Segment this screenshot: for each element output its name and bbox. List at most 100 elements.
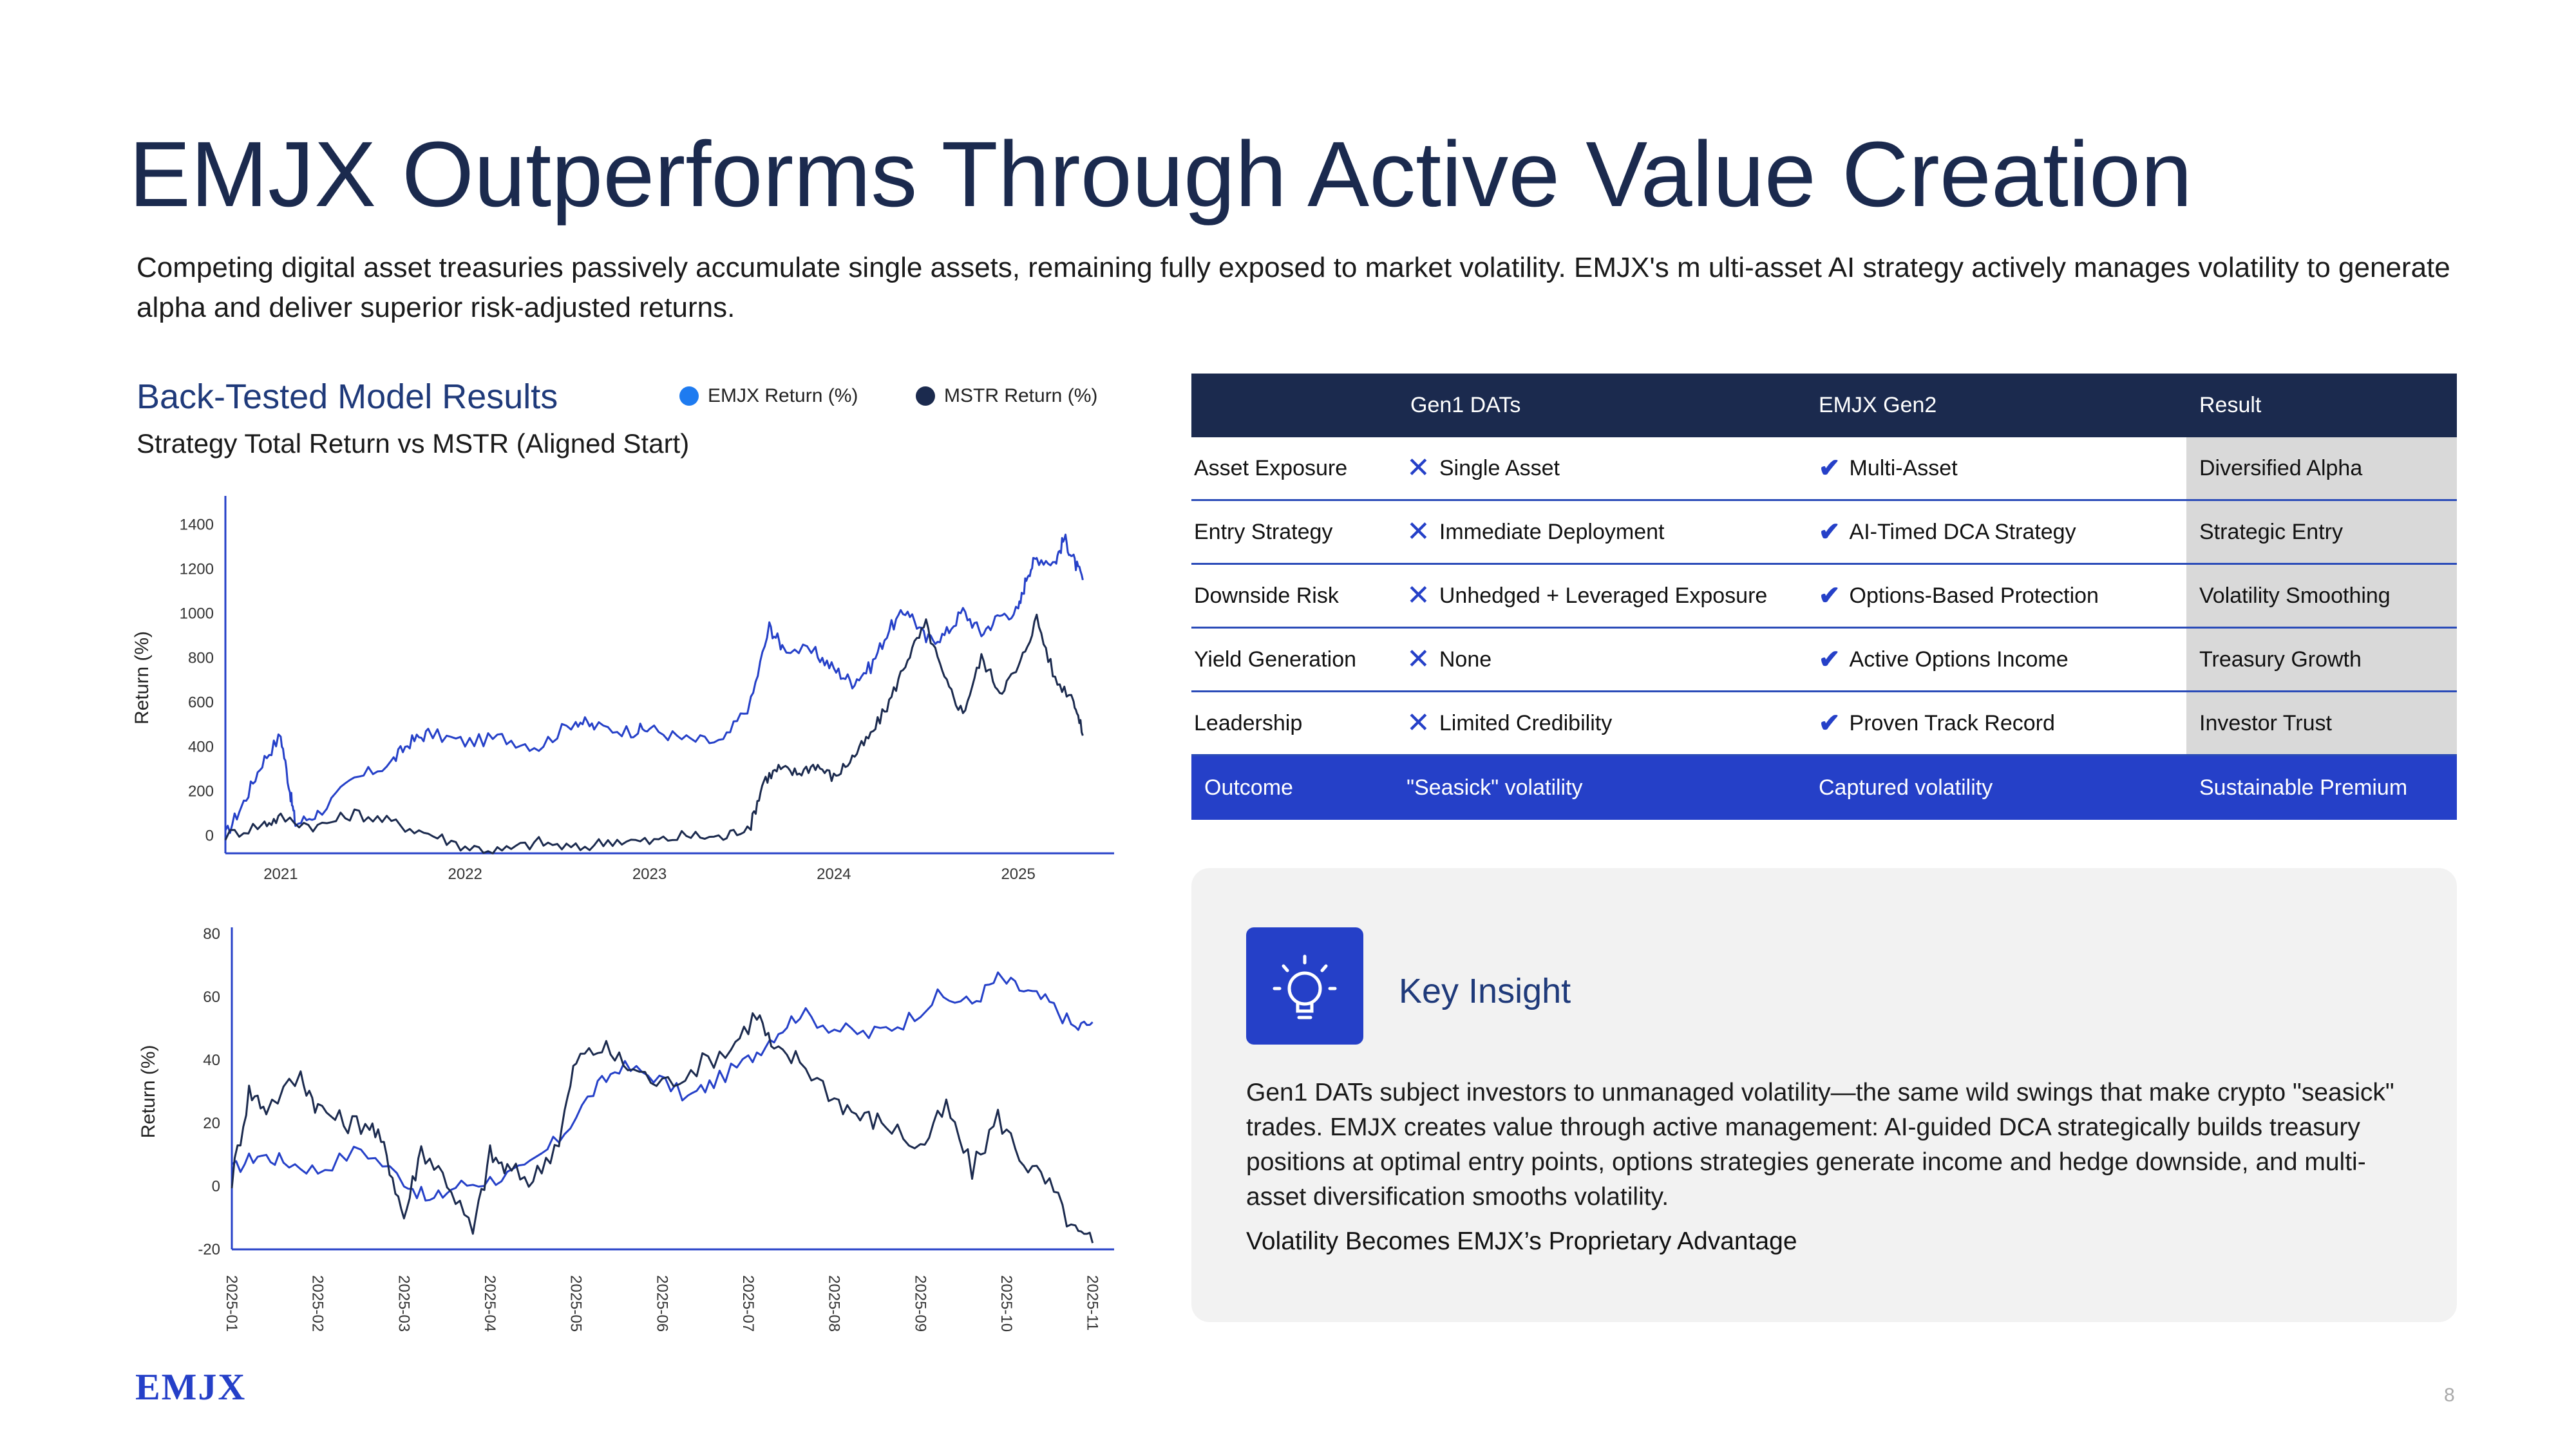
- legend-item-emjx: EMJX Return (%): [679, 385, 858, 407]
- y-tick-label: 1200: [180, 560, 214, 578]
- y-tick-label: 1400: [180, 516, 214, 533]
- y-tick-label: 400: [188, 738, 214, 755]
- x-tick-label: 2025-11: [1084, 1275, 1101, 1331]
- row-gen2-text: Active Options Income: [1849, 647, 2069, 672]
- cross-icon: ✕: [1406, 643, 1430, 675]
- legend-swatch-emjx: [679, 386, 699, 406]
- row-gen1: ✕ Limited Credibility: [1404, 692, 1816, 754]
- series-line-mstr: [231, 1012, 1094, 1244]
- row-gen2: ✔ Multi-Asset: [1816, 437, 2186, 499]
- y-tick-label: 800: [188, 649, 214, 667]
- row-gen2-text: Proven Track Record: [1849, 710, 2055, 735]
- main-return-chart: 0 200 400 600 800 1000 1200 1400 2021 2022 2023 202…: [131, 496, 1114, 883]
- x-tick-label: 2025-06: [653, 1275, 670, 1332]
- y-tick-label: -20: [198, 1241, 220, 1258]
- table-row: Downside Risk ✕ Unhedged + Leveraged Expos…: [1191, 565, 2457, 629]
- row-gen1-text: Single Asset: [1439, 455, 1560, 480]
- series-line-emjx: [224, 533, 1084, 834]
- legend-label-mstr: MSTR Return (%): [944, 385, 1098, 406]
- cross-icon: ✕: [1406, 452, 1430, 484]
- row-gen1-text: Unhedged + Leveraged Exposure: [1439, 583, 1768, 608]
- lightbulb-icon: [1246, 927, 1363, 1045]
- table-row: Yield Generation ✕ None ✔ Active Options Inc…: [1191, 629, 2457, 692]
- key-insight-panel: [1191, 868, 2457, 1322]
- row-result: Treasury Growth: [2186, 629, 2457, 690]
- row-label: Downside Risk: [1194, 583, 1339, 608]
- row-gen2: ✔ AI-Timed DCA Strategy: [1816, 501, 2186, 563]
- y-axis-label: Return (%): [131, 631, 153, 724]
- x-tick-label: 2025-07: [739, 1275, 757, 1332]
- check-icon: ✔: [1819, 709, 1841, 737]
- page-title: EMJX Outperforms Through Active Value Cr…: [129, 122, 2193, 226]
- row-gen1: ✕ Unhedged + Leveraged Exposure: [1404, 565, 1816, 627]
- x-tick-label: 2025-01: [223, 1275, 240, 1332]
- row-gen2-text: Options-Based Protection: [1849, 583, 2099, 608]
- x-tick-label: 2024: [817, 866, 851, 883]
- outcome-gen1: "Seasick" volatility: [1406, 775, 1583, 800]
- row-gen1: ✕ None: [1404, 629, 1816, 690]
- table-header-cell: Gen1 DATs: [1404, 374, 1816, 437]
- row-gen2: ✔ Proven Track Record: [1816, 692, 2186, 754]
- table-header-row: Gen1 DATs EMJX Gen2 Result: [1191, 374, 2457, 437]
- cross-icon: ✕: [1406, 516, 1430, 547]
- outcome-label: Outcome: [1204, 775, 1293, 800]
- row-gen1-text: None: [1439, 647, 1492, 672]
- row-gen2: ✔ Options-Based Protection: [1816, 565, 2186, 627]
- table-row: Entry Strategy ✕ Immediate Deployment ✔ AI-T…: [1191, 501, 2457, 565]
- row-gen1: ✕ Single Asset: [1404, 437, 1816, 499]
- row-result: Volatility Smoothing: [2186, 565, 2457, 627]
- check-icon: ✔: [1819, 645, 1841, 674]
- table-header-result: Result: [2199, 393, 2262, 417]
- lightbulb-icon-svg: [1273, 954, 1337, 1019]
- table-header-gen1: Gen1 DATs: [1410, 393, 1521, 417]
- y-tick-label: 1000: [180, 605, 214, 622]
- row-gen1-text: Immediate Deployment: [1439, 519, 1665, 544]
- page-subtitle: Competing digital asset treasuries passi…: [137, 252, 2450, 323]
- insight-tagline: Volatility Becomes EMJX’s Proprietary Ad…: [1246, 1227, 1797, 1255]
- row-label: Leadership: [1194, 710, 1303, 735]
- row-label: Asset Exposure: [1194, 455, 1348, 480]
- row-gen1: ✕ Immediate Deployment: [1404, 501, 1816, 563]
- chart-section-subtitle: Strategy Total Return vs MSTR (Aligned S…: [137, 428, 690, 459]
- check-icon: ✔: [1819, 454, 1841, 482]
- row-gen2-text: AI-Timed DCA Strategy: [1849, 519, 2076, 544]
- x-tick-label: 2022: [448, 866, 482, 883]
- cross-icon: ✕: [1406, 580, 1430, 611]
- row-result: Diversified Alpha: [2186, 437, 2457, 499]
- series-line-emjx: [231, 971, 1094, 1202]
- table-row: Asset Exposure ✕ Single Asset ✔ Multi-Asset D…: [1191, 437, 2457, 501]
- legend-swatch-mstr: [916, 386, 935, 406]
- x-tick-label: 2025-03: [395, 1275, 412, 1332]
- row-result: Strategic Entry: [2186, 501, 2457, 563]
- y-tick-label: 0: [205, 827, 214, 844]
- legend-item-mstr: MSTR Return (%): [916, 385, 1097, 407]
- outcome-gen2: Captured volatility: [1819, 775, 1993, 800]
- table-row: Leadership ✕ Limited Credibility ✔ Proven Tr…: [1191, 692, 2457, 756]
- x-tick-label: 2025-09: [911, 1275, 929, 1332]
- x-tick-label: 2025-02: [309, 1275, 327, 1332]
- y-tick-label: 20: [203, 1115, 220, 1132]
- table-outcome-row: Outcome "Seasick" volatility Captured vo…: [1191, 756, 2457, 820]
- chart-section-title: Back-Tested Model Results: [137, 377, 558, 416]
- table-header-gen2: EMJX Gen2: [1819, 393, 1937, 417]
- comparison-table: Gen1 DATs EMJX Gen2 Result Asset Exposur…: [1191, 374, 2457, 820]
- x-tick-label: 2025-05: [567, 1275, 585, 1332]
- row-gen1-text: Limited Credibility: [1439, 710, 1613, 735]
- y-tick-label: 40: [203, 1052, 220, 1069]
- y-tick-label: 60: [203, 989, 220, 1006]
- brand-logo: EMJX: [135, 1366, 247, 1408]
- y-axis-label: Return (%): [138, 1045, 159, 1138]
- ytd-return-chart: -20 0 20 40 60 80 2025-01 2025-02 2025-03 2025-04…: [138, 925, 1114, 1332]
- y-tick-label: 600: [188, 694, 214, 711]
- check-icon: ✔: [1819, 582, 1841, 610]
- row-gen2-text: Multi-Asset: [1849, 455, 1958, 480]
- y-tick-label: 80: [203, 925, 220, 943]
- x-tick-label: 2025-10: [998, 1275, 1015, 1332]
- series-line-mstr: [224, 613, 1084, 855]
- x-tick-label: 2025: [1001, 866, 1035, 883]
- x-tick-label: 2025-04: [481, 1275, 498, 1332]
- check-icon: ✔: [1819, 518, 1841, 546]
- row-label: Entry Strategy: [1194, 519, 1333, 544]
- row-gen2: ✔ Active Options Income: [1816, 629, 2186, 690]
- row-label: Yield Generation: [1194, 647, 1357, 672]
